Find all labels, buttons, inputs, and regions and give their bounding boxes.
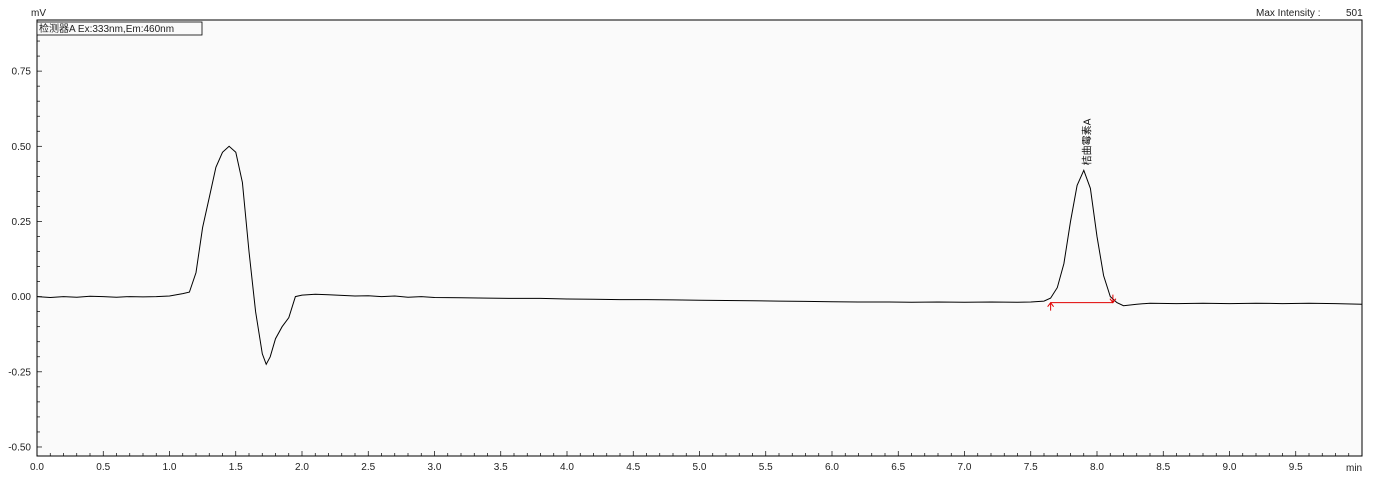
- x-tick-label: 7.5: [1024, 462, 1038, 473]
- max-intensity-value: 501: [1346, 8, 1363, 19]
- x-axis-unit: min: [1346, 463, 1362, 474]
- y-tick-label: 0.25: [12, 217, 32, 228]
- y-tick-label: 0.50: [12, 142, 32, 153]
- x-tick-label: 9.5: [1289, 462, 1303, 473]
- plot-background: [37, 20, 1362, 456]
- x-tick-label: 6.0: [825, 462, 839, 473]
- x-tick-label: 2.0: [295, 462, 309, 473]
- max-intensity-label: Max Intensity :: [1256, 8, 1320, 19]
- axis-frame: [36, 19, 1363, 457]
- x-tick-label: 8.0: [1090, 462, 1104, 473]
- chromatogram-trace: [36, 145, 1363, 366]
- x-tick-label: 4.5: [626, 462, 640, 473]
- x-tick-label: 5.5: [759, 462, 773, 473]
- x-tick-labels: 0.0 0.5 1.0 1.5 2.0 2.5 3.0 3.5 4.0 4.5 5.0 5.5 6.0 6…: [30, 462, 1303, 473]
- x-tick-label: 6.5: [891, 462, 905, 473]
- x-tick-label: 8.5: [1156, 462, 1170, 473]
- y-axis-unit: mV: [31, 8, 46, 19]
- x-tick-label: 3.5: [494, 462, 508, 473]
- y-tick-label: -0.25: [8, 367, 31, 378]
- baseline-start-arrow: [1047, 301, 1055, 311]
- x-tick-label: 1.0: [163, 462, 177, 473]
- detector-label-box: 检测器A Ex:333nm,Em:460nm: [36, 21, 203, 36]
- x-tick-label: 7.0: [958, 462, 972, 473]
- baseline-end-arrow: [1109, 294, 1117, 304]
- x-tick-label: 1.5: [229, 462, 243, 473]
- x-tick-label: 9.0: [1223, 462, 1237, 473]
- x-tick-label: 0.5: [96, 462, 110, 473]
- x-tick-label: 5.0: [693, 462, 707, 473]
- y-tick-label: 0.00: [12, 292, 32, 303]
- y-tick-label: -0.50: [8, 442, 31, 453]
- peak-label: 桔曲霉素A: [1080, 118, 1093, 165]
- y-tick-label: 0.75: [12, 67, 32, 78]
- x-tick-label: 2.5: [361, 462, 375, 473]
- x-tick-label: 3.0: [428, 462, 442, 473]
- x-tick-label: 4.0: [560, 462, 574, 473]
- detector-label: 检测器A Ex:333nm,Em:460nm: [39, 22, 174, 35]
- x-tick-label: 0.0: [30, 462, 44, 473]
- y-tick-labels: 0.75 0.50 0.25 0.00 -0.25 -0.50: [8, 67, 31, 454]
